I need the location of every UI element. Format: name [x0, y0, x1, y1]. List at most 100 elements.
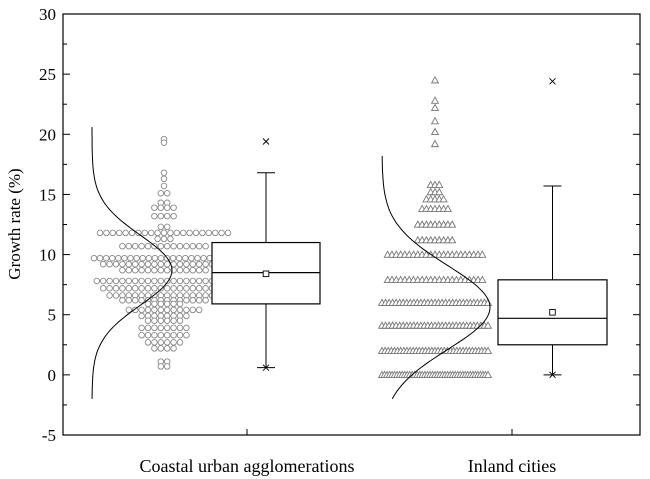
mean-marker [262, 270, 270, 278]
data-point [163, 223, 171, 231]
data-point [176, 242, 184, 250]
data-point [151, 266, 158, 274]
data-point [200, 254, 207, 262]
data-point [443, 204, 453, 213]
data-point [151, 254, 159, 262]
y-tick-label: 5 [48, 306, 57, 325]
chart-marks [90, 75, 608, 400]
data-point [176, 324, 184, 332]
data-point [131, 260, 139, 268]
data-point [195, 260, 203, 268]
data-point [157, 189, 165, 197]
data-point [183, 331, 190, 339]
data-point [189, 285, 197, 292]
data-point [183, 277, 190, 285]
data-point [112, 292, 120, 299]
data-point [133, 254, 140, 262]
data-point [192, 229, 200, 237]
data-point [99, 260, 107, 268]
data-point [138, 277, 145, 285]
data-point [138, 260, 145, 268]
data-point [115, 229, 123, 237]
data-point [151, 277, 158, 285]
data-point [430, 127, 440, 136]
data-point [170, 317, 177, 324]
data-point [194, 254, 201, 262]
data-point [144, 324, 152, 332]
data-point [183, 260, 190, 268]
data-point [163, 242, 171, 250]
data-point [119, 277, 126, 285]
data-point [144, 331, 152, 339]
max-marker [549, 78, 556, 85]
data-point [147, 229, 155, 237]
data-point [139, 254, 146, 262]
data-point [183, 324, 190, 332]
data-point [138, 266, 145, 274]
data-point [188, 254, 195, 262]
data-point [157, 300, 165, 308]
data-point [151, 212, 158, 220]
inland-group [377, 75, 608, 400]
data-point [202, 285, 209, 292]
data-point [154, 229, 161, 237]
data-point [199, 229, 206, 237]
data-point [160, 235, 168, 243]
data-point [131, 242, 139, 250]
data-point [119, 242, 126, 250]
data-point [144, 339, 152, 346]
y-axis-label: Growth rate (%) [5, 168, 24, 279]
data-point [157, 363, 165, 370]
data-point [183, 297, 190, 304]
data-point [151, 324, 158, 332]
data-point [173, 229, 181, 237]
data-point [160, 175, 168, 183]
data-point [163, 331, 171, 339]
data-point [141, 229, 149, 237]
data-point [96, 229, 104, 237]
data-point [195, 277, 203, 285]
data-point [144, 300, 152, 308]
data-point [93, 277, 101, 285]
density-curve [381, 155, 491, 400]
data-point [151, 331, 158, 339]
data-point [157, 277, 165, 285]
data-point [157, 339, 165, 346]
data-point [448, 220, 457, 228]
data-point [160, 139, 168, 146]
data-point [163, 306, 171, 314]
data-point [99, 285, 107, 292]
y-tick-label: 20 [39, 125, 56, 144]
y-tick-label: 10 [39, 246, 56, 265]
data-point [112, 285, 120, 292]
max-marker [262, 138, 270, 145]
data-point [202, 242, 209, 250]
data-point [170, 285, 177, 292]
data-point [163, 363, 171, 370]
data-point [151, 285, 158, 292]
data-point [157, 306, 165, 314]
data-point [182, 254, 189, 262]
data-point [170, 277, 177, 285]
data-point [144, 260, 152, 268]
data-point [176, 260, 184, 268]
data-point [131, 277, 139, 285]
data-point [131, 285, 139, 292]
data-point [157, 266, 165, 274]
data-point [218, 229, 225, 237]
y-tick-label: -5 [42, 426, 56, 445]
data-point [179, 229, 187, 237]
data-point [109, 254, 116, 262]
data-point [160, 229, 168, 237]
data-point [90, 254, 98, 262]
data-point [163, 345, 171, 352]
data-point [125, 242, 133, 250]
data-point [183, 312, 190, 320]
data-point [183, 266, 190, 274]
data-point [430, 103, 440, 111]
data-point [119, 297, 126, 304]
data-point [157, 324, 165, 332]
data-point [202, 277, 209, 285]
data-point [170, 204, 177, 211]
data-point [202, 297, 209, 304]
